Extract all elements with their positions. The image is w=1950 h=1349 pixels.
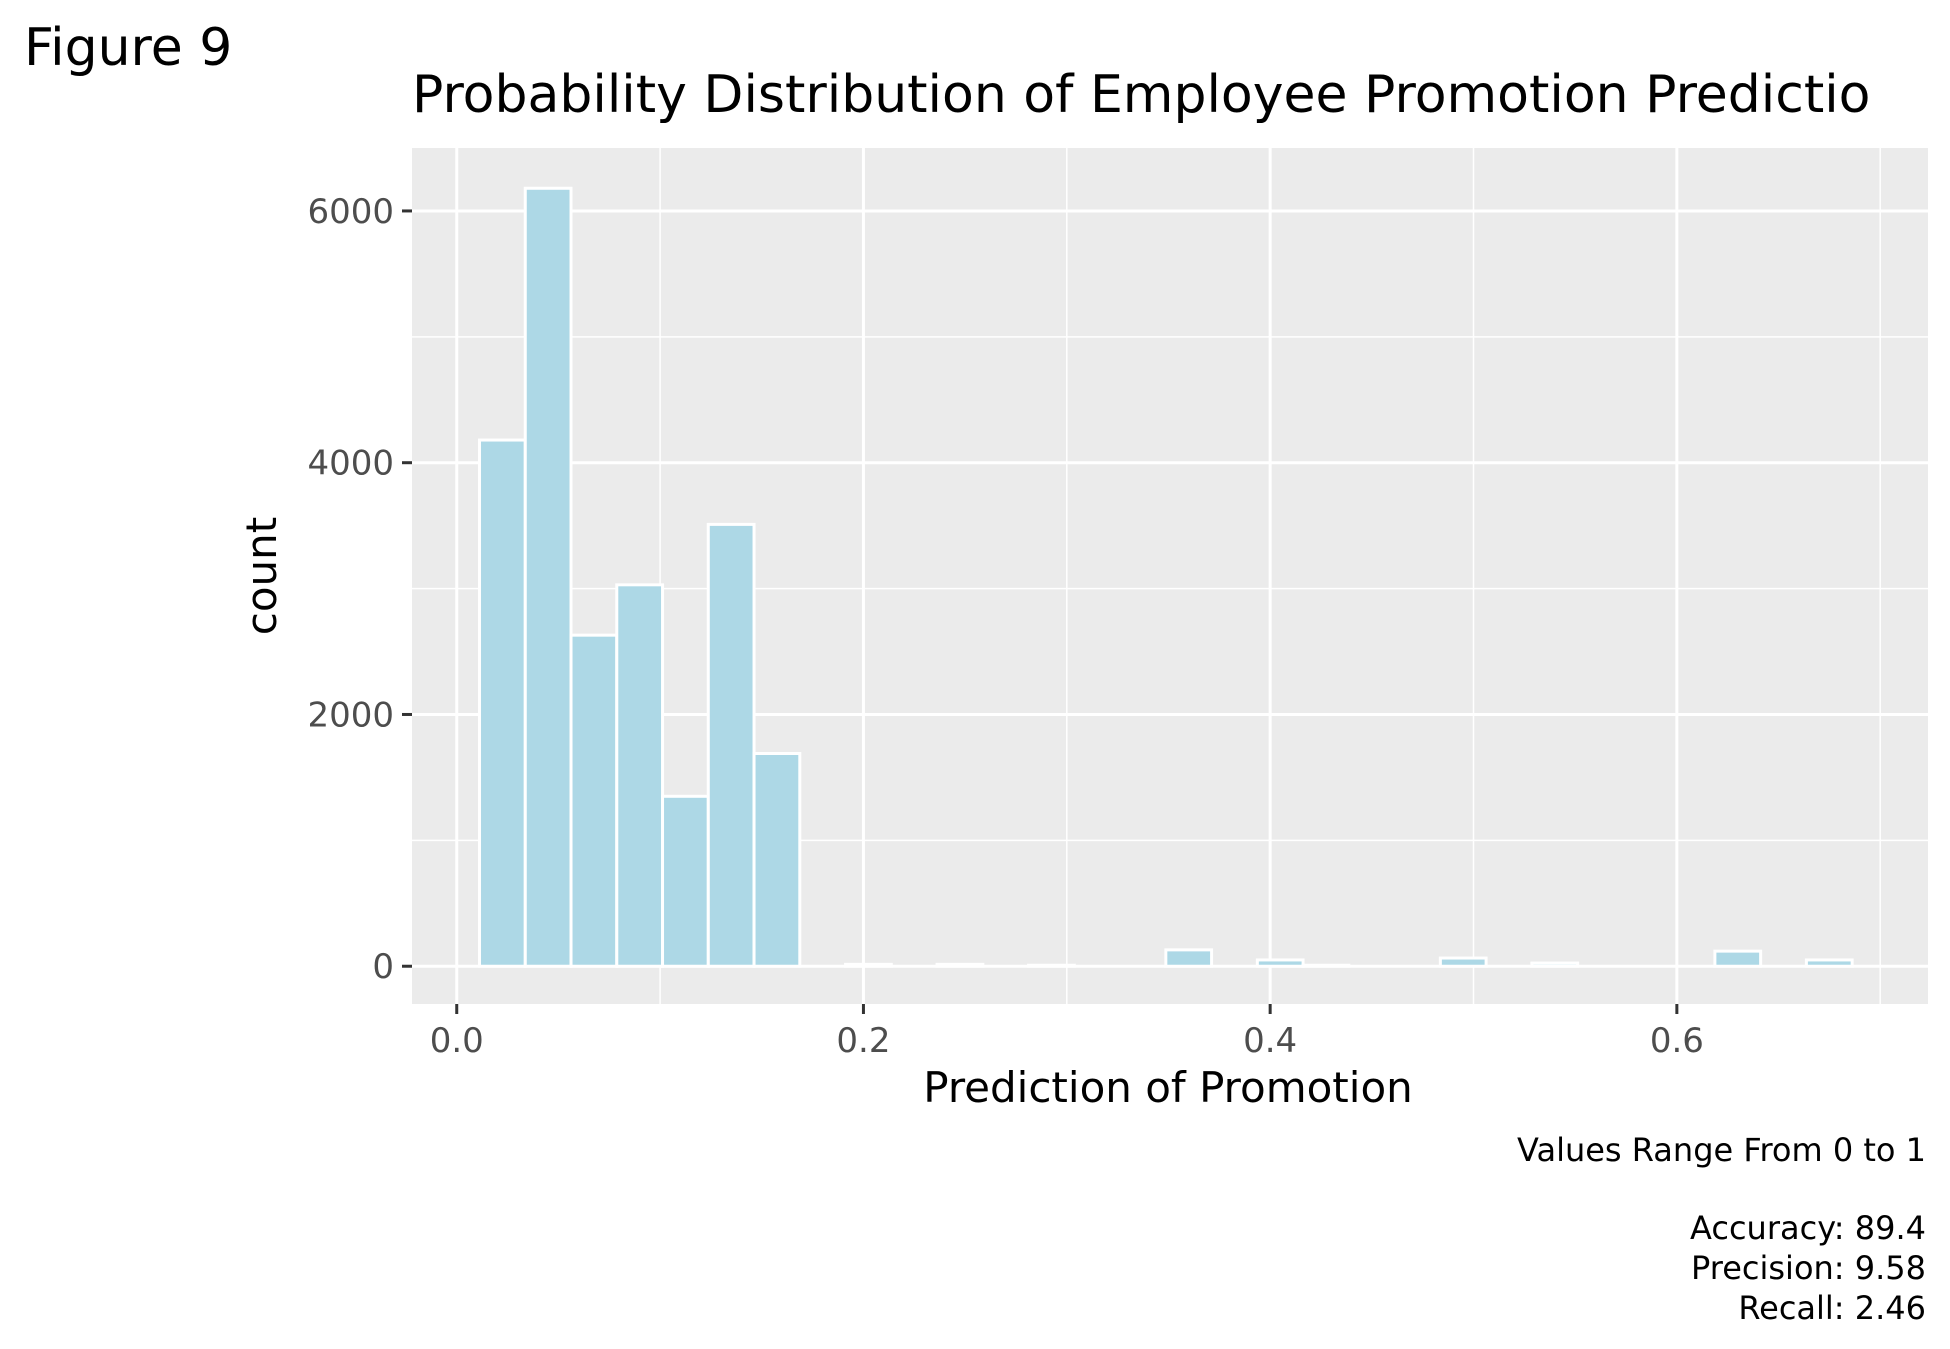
histogram-bar	[1027, 963, 1076, 968]
histogram-bar	[523, 186, 573, 968]
figure-label: Figure 9	[24, 18, 233, 78]
x-tick-label: 0.2	[836, 1021, 890, 1061]
y-axis-label: count	[237, 517, 286, 636]
x-axis-label: Prediction of Promotion	[923, 1063, 1413, 1112]
histogram-bar	[1255, 958, 1305, 968]
caption-metric-precision: Precision: 9.58	[1691, 1249, 1926, 1287]
histogram-bar	[752, 751, 802, 968]
y-tick-label: 4000	[307, 444, 394, 484]
caption-subtitle: Values Range From 0 to 1	[1517, 1131, 1926, 1169]
x-axis: 0.0 0.2 0.4 0.6	[430, 1004, 1704, 1061]
bars	[478, 186, 1854, 968]
histogram-bar	[569, 633, 619, 968]
x-tick-label: 0.6	[1650, 1021, 1704, 1061]
y-tick-label: 2000	[307, 695, 394, 735]
histogram-bar	[1301, 963, 1351, 968]
histogram-bar	[844, 962, 893, 968]
chart-title: Probability Distribution of Employee Pro…	[412, 65, 1871, 125]
histogram-bar	[661, 794, 710, 968]
histogram-bar	[1713, 949, 1763, 968]
x-tick-label: 0.0	[430, 1021, 484, 1061]
y-tick-label: 6000	[307, 192, 394, 232]
caption-metric-accuracy: Accuracy: 89.4	[1690, 1209, 1926, 1247]
histogram-bar	[478, 438, 527, 968]
caption-metric-recall: Recall: 2.46	[1738, 1289, 1926, 1327]
x-tick-label: 0.4	[1243, 1021, 1297, 1061]
histogram-bar	[1164, 948, 1214, 968]
histogram-bar	[1530, 961, 1580, 968]
y-axis: 0 2000 4000 6000	[307, 192, 412, 987]
histogram-bar	[706, 522, 756, 968]
histogram-bar	[1438, 956, 1488, 968]
histogram-bar	[1804, 958, 1854, 968]
histogram-bar	[615, 583, 665, 968]
histogram-bar	[935, 962, 985, 968]
y-tick-label: 0	[372, 947, 394, 987]
